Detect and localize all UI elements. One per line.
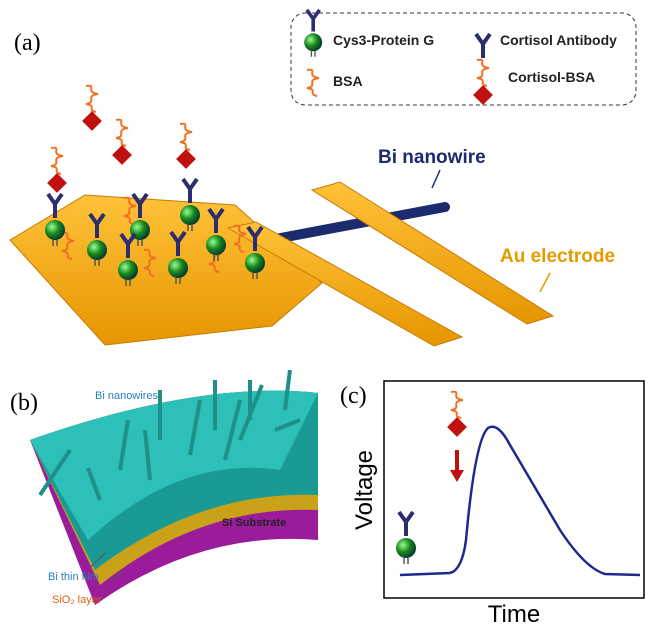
legend-text: Cortisol Antibody — [500, 32, 617, 48]
cortisol-bsa — [47, 148, 67, 193]
cortisol-bsa — [82, 86, 102, 131]
annotation: Bi thin film — [48, 571, 99, 583]
panel-label: (c) — [340, 383, 367, 409]
axis-label: Voltage — [351, 450, 378, 530]
arrow — [432, 170, 440, 188]
panel-label: (a) — [14, 30, 41, 56]
annotation: Bi nanowires — [95, 390, 158, 402]
page: {"panels": { "a": {"label": "(a)", "lege… — [0, 0, 648, 627]
figure: (a) Cys3-Protein G Cortisol Antibody BSA… — [0, 0, 648, 627]
legend-text: BSA — [333, 73, 363, 89]
annotation: Si Substrate — [222, 517, 286, 529]
axis-label: Time — [488, 601, 540, 627]
cortisol-bsa — [112, 120, 132, 165]
body: (a) Cys3-Protein G Cortisol Antibody BSA… — [0, 0, 648, 627]
annotation: Au electrode — [500, 246, 615, 267]
plot-frame — [384, 381, 644, 598]
cortisol-bsa — [176, 124, 196, 169]
legend-box — [291, 13, 636, 105]
legend-text: Cortisol-BSA — [508, 69, 595, 85]
annotation: SiO₂ layer — [52, 594, 102, 606]
legend-text: Cys3-Protein G — [333, 32, 434, 48]
annotation: Bi nanowire — [378, 147, 486, 168]
panel-label: (b) — [10, 390, 38, 416]
arrow — [540, 273, 550, 292]
